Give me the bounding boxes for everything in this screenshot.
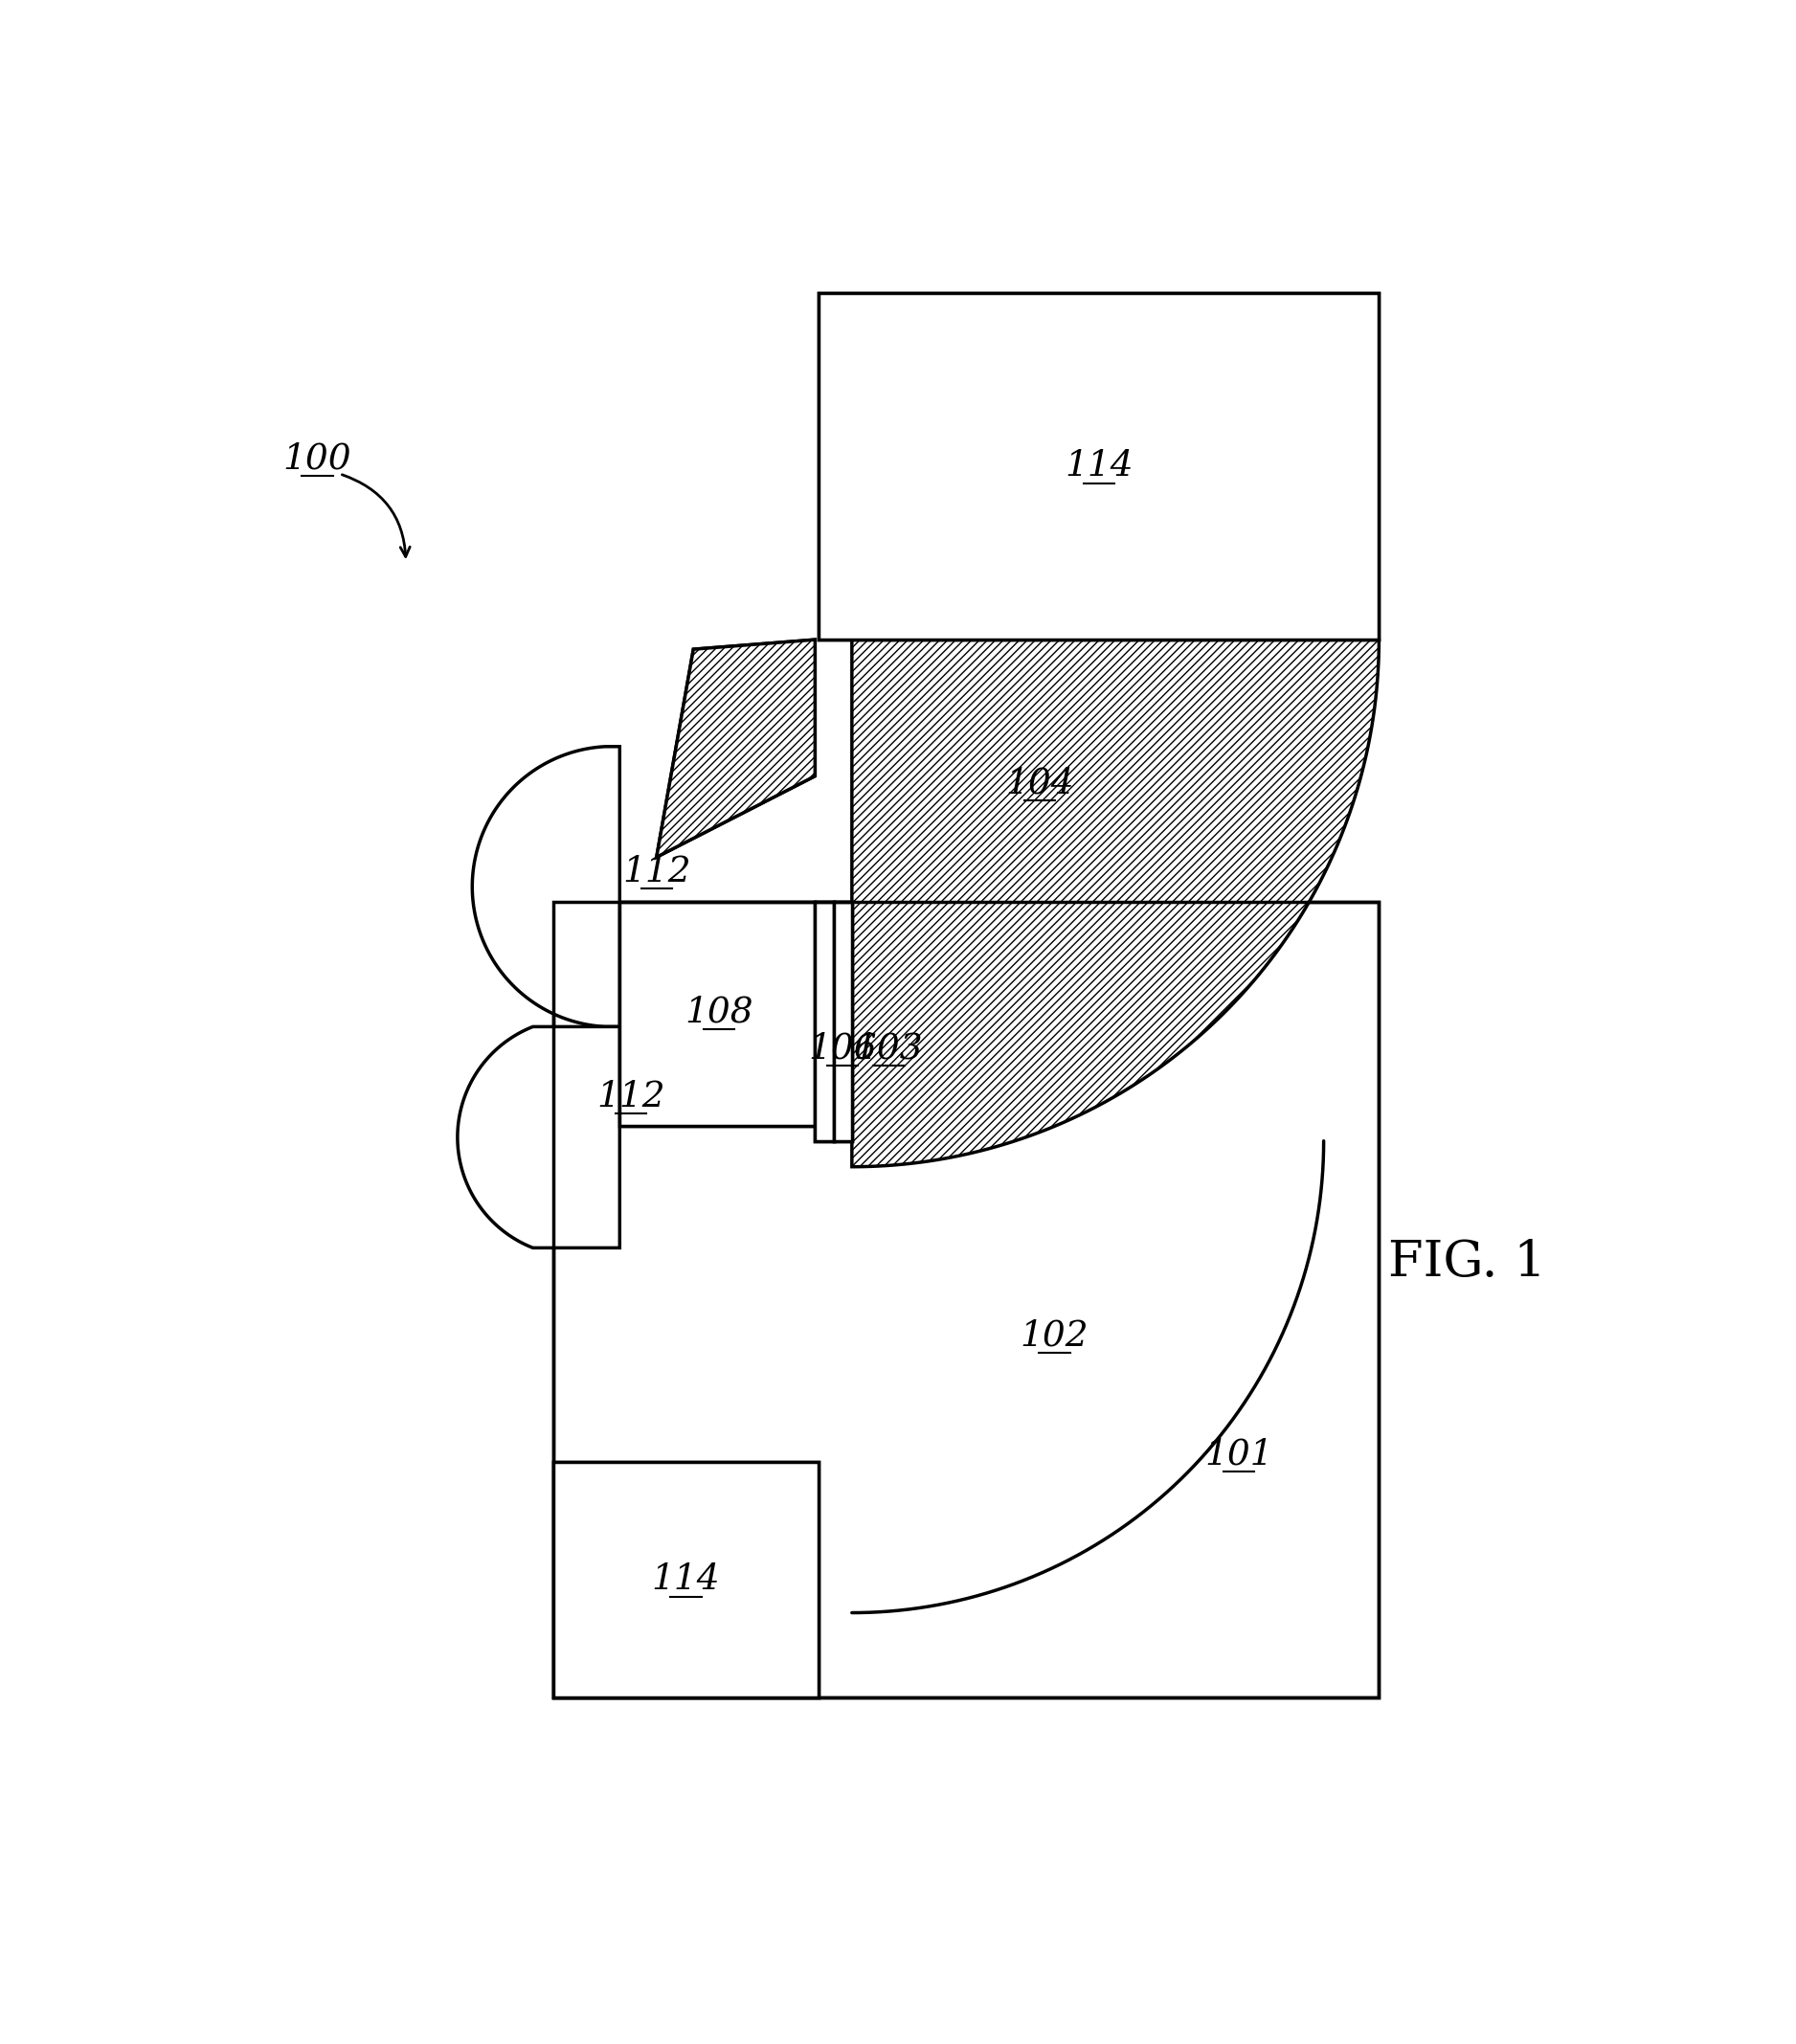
Text: 100: 100 [284, 442, 352, 476]
Bar [553, 1461, 819, 1697]
Polygon shape [657, 640, 815, 856]
Bar [833, 901, 851, 1141]
Text: 114: 114 [1065, 450, 1133, 484]
Text: 114: 114 [652, 1562, 720, 1596]
Polygon shape [851, 640, 1379, 1167]
Text: 112: 112 [596, 1079, 665, 1114]
Text: 101: 101 [1205, 1437, 1273, 1472]
Bar [819, 292, 1379, 640]
Text: 104: 104 [1006, 766, 1074, 801]
Polygon shape [472, 746, 620, 1026]
Bar [553, 901, 1379, 1697]
Bar [833, 901, 851, 1141]
Text: 103: 103 [855, 1032, 923, 1067]
Bar [553, 1461, 819, 1697]
Bar [620, 901, 815, 1126]
Text: 106: 106 [808, 1032, 876, 1067]
Text: 102: 102 [1020, 1318, 1088, 1353]
FancyArrowPatch shape [341, 474, 409, 556]
Bar [815, 901, 833, 1141]
Text: 112: 112 [621, 854, 691, 889]
Bar [819, 292, 1379, 640]
Text: 108: 108 [684, 995, 754, 1030]
Polygon shape [657, 640, 815, 856]
Polygon shape [458, 1026, 620, 1247]
Bar [815, 901, 833, 1141]
Bar [553, 901, 1379, 1697]
Text: FIG. 1: FIG. 1 [1388, 1239, 1546, 1288]
Bar [620, 640, 815, 901]
Bar [620, 901, 815, 1126]
